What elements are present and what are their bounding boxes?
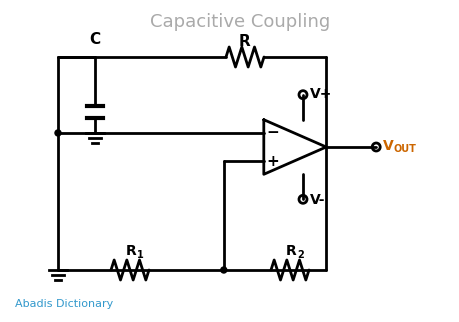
Text: 2: 2 [297, 250, 304, 260]
Text: V: V [383, 139, 394, 153]
Text: Capacitive Coupling: Capacitive Coupling [150, 13, 330, 31]
Text: R: R [286, 244, 297, 258]
Text: R: R [126, 244, 137, 258]
Text: 1: 1 [137, 250, 144, 260]
Circle shape [55, 130, 61, 136]
Text: V-: V- [310, 193, 325, 207]
Text: +: + [266, 154, 279, 168]
Circle shape [221, 267, 227, 273]
Text: Abadis Dictionary: Abadis Dictionary [15, 299, 113, 309]
Text: OUT: OUT [393, 144, 416, 154]
Text: C: C [90, 32, 101, 47]
Text: R: R [239, 34, 251, 49]
Text: −: − [266, 126, 279, 140]
Text: V+: V+ [310, 87, 332, 101]
